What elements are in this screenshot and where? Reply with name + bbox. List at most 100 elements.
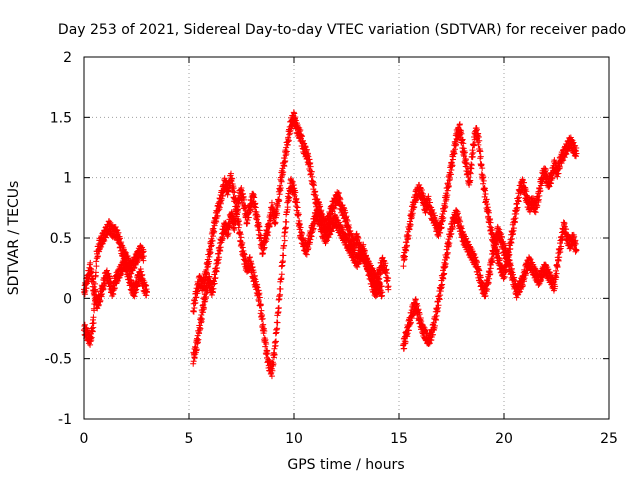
data-point [94, 253, 101, 260]
data-point [537, 187, 544, 194]
data-point [250, 269, 257, 276]
data-point [442, 203, 449, 210]
data-point [510, 225, 517, 232]
data-point [99, 291, 105, 298]
data-point [458, 130, 465, 137]
data-point [477, 148, 484, 155]
data-point [85, 277, 92, 284]
data-point [490, 250, 497, 257]
data-point [261, 328, 268, 335]
data-point [257, 301, 264, 308]
data-point [382, 260, 389, 267]
data-point [210, 233, 216, 240]
data-point [308, 168, 315, 175]
data-point [272, 219, 279, 226]
data-point [197, 325, 204, 332]
data-point [300, 234, 307, 241]
data-point [459, 136, 466, 143]
data-point [278, 271, 285, 278]
data-point [225, 230, 232, 237]
data-point [363, 252, 369, 259]
data-point [229, 212, 236, 219]
data-point [385, 275, 392, 282]
data-point [254, 213, 261, 220]
data-point [274, 325, 281, 332]
data-point [542, 167, 549, 174]
data-point [91, 301, 98, 308]
data-point [195, 336, 202, 343]
data-point [449, 162, 456, 169]
data-point [274, 202, 281, 209]
data-point [278, 178, 285, 185]
data-point [573, 247, 580, 254]
data-point [449, 224, 456, 231]
data-point [198, 315, 205, 322]
tick-layer: 0 5 10 15 20 25 -1 -0.5 0 0.5 1 1.5 2 [45, 50, 618, 447]
data-point [496, 256, 503, 263]
data-point [355, 235, 362, 242]
data-point [361, 247, 368, 254]
data-point [554, 264, 561, 271]
data-point [322, 238, 329, 245]
data-point [453, 141, 460, 148]
data-point [214, 264, 221, 271]
data-point [484, 201, 491, 208]
data-point [332, 212, 339, 219]
data-point [140, 253, 147, 260]
data-point [131, 293, 138, 300]
data-point [228, 170, 234, 177]
data-point [439, 281, 446, 288]
data-point [253, 209, 260, 216]
data-point [440, 214, 447, 221]
data-point [219, 235, 226, 242]
data-point [447, 233, 453, 240]
data-point [117, 235, 123, 242]
data-point [404, 242, 411, 249]
data-point [200, 283, 207, 290]
data-point [503, 247, 510, 254]
y-tick-label: 2 [63, 50, 72, 66]
data-point [519, 177, 526, 184]
data-point [204, 287, 211, 294]
data-point [259, 311, 266, 318]
data-point [295, 211, 302, 218]
data-point [275, 304, 282, 311]
data-point [277, 291, 284, 298]
data-point [511, 277, 518, 284]
y-tick-label: -0.5 [45, 352, 72, 368]
data-point [418, 187, 425, 194]
data-point [280, 252, 287, 259]
data-point [429, 331, 436, 338]
data-point [461, 153, 468, 160]
data-point [273, 206, 280, 213]
data-point [273, 338, 279, 345]
data-point [412, 296, 419, 303]
data-point [277, 286, 284, 293]
data-point [385, 283, 392, 290]
data-point [461, 149, 468, 156]
data-point [411, 204, 418, 211]
data-point [284, 142, 291, 149]
data-point [420, 323, 427, 330]
data-point [193, 294, 200, 301]
data-layer [81, 109, 580, 380]
data-point [409, 311, 416, 318]
data-point [476, 267, 483, 274]
data-point [536, 192, 543, 199]
data-point [458, 225, 465, 232]
data-point [144, 289, 150, 296]
data-point [249, 264, 256, 271]
data-point [192, 299, 199, 306]
data-point [420, 194, 427, 201]
data-point [549, 174, 556, 181]
data-point [444, 249, 451, 256]
data-point [344, 217, 351, 224]
data-point [464, 163, 471, 170]
data-point [92, 286, 99, 293]
data-point [557, 164, 564, 171]
data-point [573, 150, 580, 157]
data-point [457, 218, 464, 225]
data-point [460, 140, 467, 147]
data-point [305, 245, 312, 252]
data-point [451, 146, 458, 153]
